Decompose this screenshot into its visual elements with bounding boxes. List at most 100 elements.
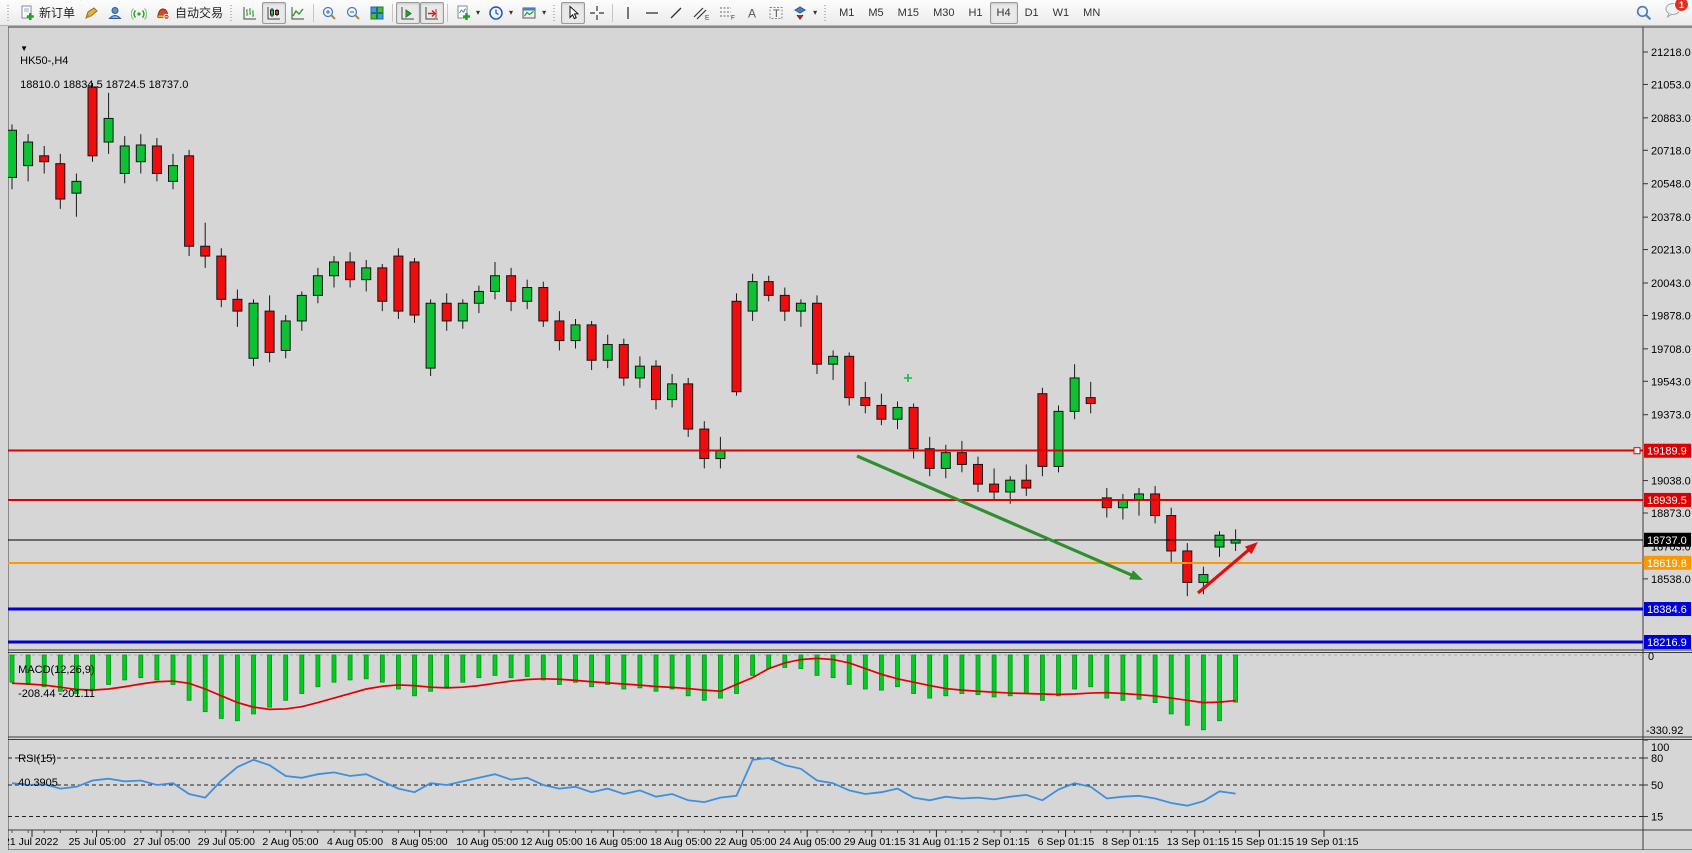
price-level-badge <box>1644 443 1691 458</box>
trend-arrow[interactable] <box>856 454 1137 579</box>
new-order-button[interactable]: 新订单 <box>15 2 79 24</box>
trend-arrow-head <box>1129 570 1143 580</box>
text-button[interactable]: A <box>740 2 764 24</box>
price-levels-layer[interactable] <box>8 447 1643 644</box>
chart-frame <box>7 26 1692 851</box>
timeframe-m5-button[interactable]: M5 <box>861 2 890 24</box>
bar-chart-icon <box>243 6 257 19</box>
timeframe-m1-button[interactable]: M1 <box>832 2 861 24</box>
macd-bar <box>1201 654 1206 731</box>
timeframe-mn-button[interactable]: MN <box>1076 2 1107 24</box>
price-tick-label: 20548.0 <box>1651 179 1691 191</box>
chart-candles-button[interactable] <box>262 1 287 24</box>
macd-bar <box>1233 654 1238 703</box>
auto-trading-button[interactable]: 自动交易 <box>151 2 227 24</box>
search-button[interactable] <box>1631 2 1656 24</box>
window-edge-bottom <box>0 850 1692 853</box>
crosshair-button[interactable] <box>585 2 609 24</box>
macd-bar <box>669 654 675 690</box>
toolbar-grip[interactable] <box>824 4 830 21</box>
macd-axis: 0 -330.92 <box>1646 651 1683 737</box>
macd-bar <box>234 654 240 722</box>
price-tick-label: 20718.0 <box>1651 145 1691 157</box>
macd-bar <box>492 654 498 676</box>
rsi-level-label: 50 <box>1651 780 1663 792</box>
macd-bar <box>573 654 578 683</box>
timeframe-d1-button[interactable]: D1 <box>1018 2 1046 24</box>
line-handle[interactable] <box>1633 447 1641 455</box>
price-tick-label: 20043.0 <box>1651 278 1691 290</box>
price-level-badge <box>1644 492 1691 507</box>
macd-bar <box>830 654 836 679</box>
arrows-tool-button[interactable]: ▾ <box>788 2 821 24</box>
indicators-button[interactable]: ▾ <box>451 2 484 24</box>
timeframe-h4-button[interactable]: H4 <box>989 1 1018 24</box>
annotations-layer[interactable] <box>856 374 1258 595</box>
templates-button[interactable]: ▾ <box>517 2 550 24</box>
macd-bar <box>750 654 755 676</box>
trendline-button[interactable] <box>664 2 688 24</box>
macd-bar <box>138 654 144 679</box>
zoom-in-button[interactable] <box>317 2 341 24</box>
macd-bar <box>508 654 514 679</box>
macd-bar <box>57 654 63 692</box>
horizontal-line-button[interactable] <box>640 2 664 24</box>
macd-bar <box>412 654 417 697</box>
timeframe-w1-button[interactable]: W1 <box>1046 2 1077 24</box>
fibonacci-button[interactable]: F <box>714 2 740 24</box>
chart-shift-button[interactable] <box>420 1 445 24</box>
market-watch-button[interactable] <box>79 2 103 24</box>
time-axis-label: 25 Jul 05:00 <box>69 836 126 848</box>
dropdown-caret: ▾ <box>813 8 818 17</box>
macd-bar <box>621 654 627 690</box>
toolbar-grip[interactable] <box>7 4 12 21</box>
time-axis-label: 21 Jul 2022 <box>4 836 58 848</box>
macd-bar <box>476 654 482 679</box>
macd-bar <box>1184 654 1190 726</box>
chart-dropdown-icon[interactable]: ▼ <box>20 44 29 53</box>
price-tick-label: 19373.0 <box>1651 410 1691 422</box>
macd-bar <box>1088 654 1094 688</box>
toolbar-grip[interactable] <box>553 4 559 21</box>
chart-line-button[interactable] <box>286 2 310 24</box>
timeframe-m30-button[interactable]: M30 <box>926 2 961 24</box>
text-label-button[interactable]: T <box>764 2 788 24</box>
channel-button[interactable]: E <box>688 2 714 24</box>
price-tick-label: 19038.0 <box>1651 476 1691 488</box>
price-level-badge-text: 18384.6 <box>1647 604 1687 616</box>
zoom-out-button[interactable] <box>341 2 365 24</box>
rsi-value: 40.3905 <box>18 777 58 789</box>
time-axis: 21 Jul 2022 25 Jul 05:00 27 Jul 05:00 29 Ju… <box>4 830 1359 848</box>
trend-arrow[interactable] <box>1196 545 1253 595</box>
timeframe-m15-button[interactable]: M15 <box>891 2 926 24</box>
price-level-badge-text: 18619.8 <box>1647 558 1687 570</box>
macd-bar <box>186 654 192 701</box>
macd-bar <box>1040 654 1045 701</box>
macd-bar <box>718 654 723 699</box>
navigator-button[interactable] <box>103 2 127 24</box>
price-tick-label: 20883.0 <box>1651 113 1691 125</box>
price-tick-label: 19708.0 <box>1651 344 1691 356</box>
macd-bar <box>283 654 289 701</box>
notifications-button[interactable]: 1 <box>1664 0 1689 23</box>
cursor-icon <box>569 4 580 19</box>
periods-button[interactable]: ▾ <box>484 2 517 24</box>
macd-bar <box>637 654 643 689</box>
signals-button[interactable] <box>127 2 151 24</box>
new-order-icon <box>21 5 34 20</box>
cursor-button[interactable] <box>561 1 586 24</box>
price-level-badge-text: 18216.9 <box>1647 637 1687 649</box>
chart-bars-button[interactable] <box>238 2 262 24</box>
timeframe-h1-button[interactable]: H1 <box>961 2 989 24</box>
toolbar-grip[interactable] <box>230 4 236 21</box>
macd-bar <box>460 654 466 683</box>
vertical-line-button[interactable] <box>616 2 640 24</box>
macd-bar <box>605 654 611 685</box>
tile-windows-button[interactable] <box>365 2 389 24</box>
auto-scroll-button[interactable] <box>396 1 421 24</box>
dropdown-caret: ▾ <box>542 8 547 17</box>
svg-text:0: 0 <box>1648 651 1654 663</box>
macd-bar <box>524 654 530 677</box>
time-axis-label: 2 Sep 01:15 <box>973 836 1030 848</box>
